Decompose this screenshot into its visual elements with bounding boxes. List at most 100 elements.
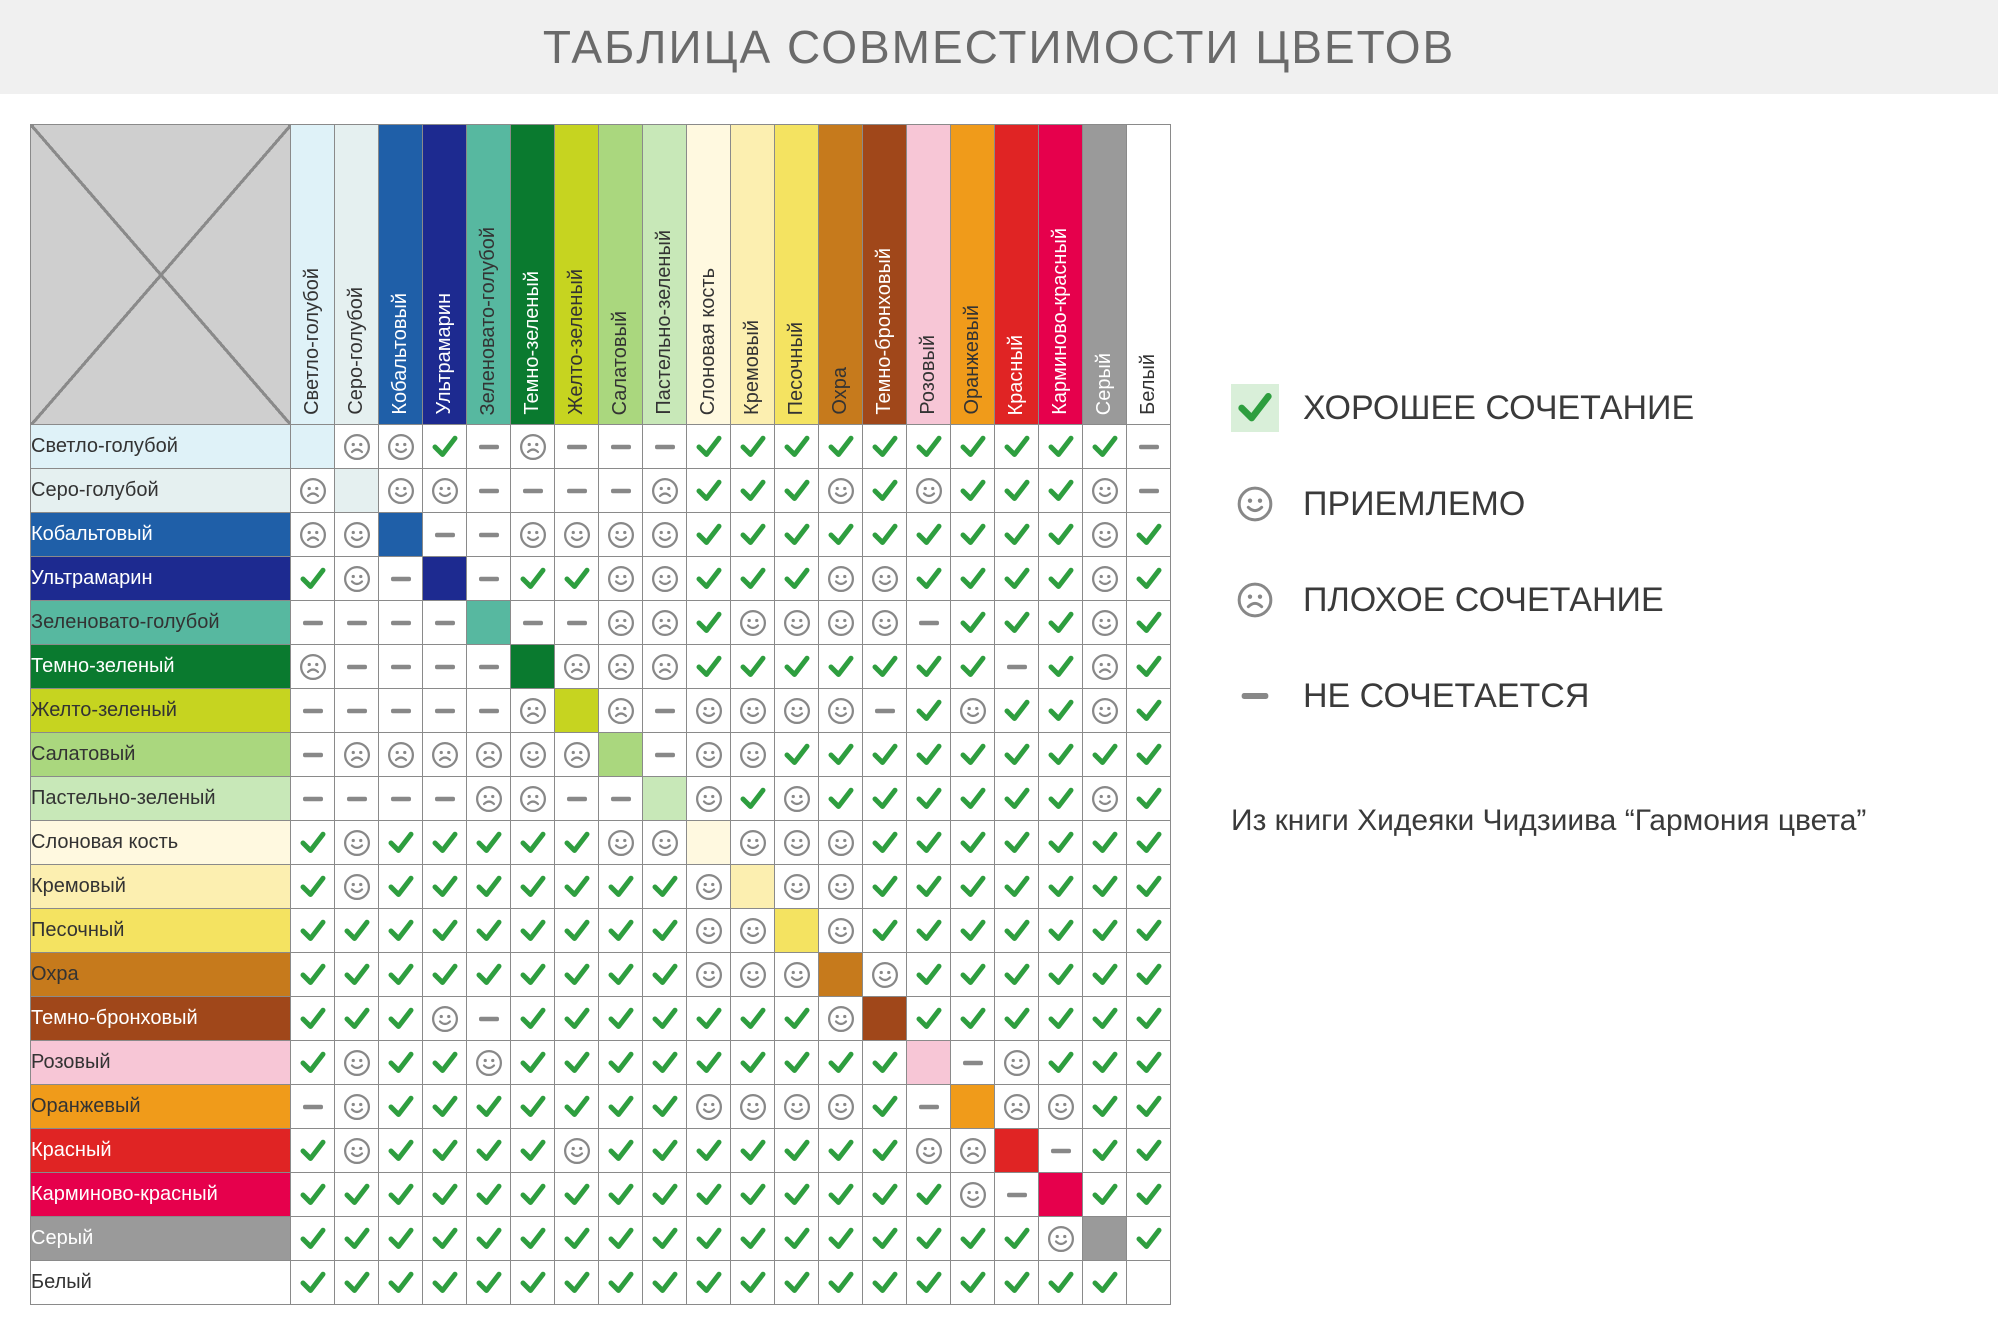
compat-cell [379, 909, 423, 953]
check-icon [379, 1085, 422, 1128]
compat-cell [687, 997, 731, 1041]
compat-cell [379, 557, 423, 601]
compat-cell [467, 821, 511, 865]
frown-icon [555, 645, 598, 688]
dash-icon [907, 601, 950, 644]
check-icon [379, 1129, 422, 1172]
compat-cell [907, 1085, 951, 1129]
compat-cell [335, 425, 379, 469]
check-icon [731, 513, 774, 556]
check-icon [907, 425, 950, 468]
check-icon [379, 997, 422, 1040]
check-icon [951, 1217, 994, 1260]
compat-cell [731, 777, 775, 821]
compat-cell [995, 557, 1039, 601]
compat-cell [423, 1129, 467, 1173]
column-header: Светло-голубой [291, 125, 335, 425]
column-header-label: Желто-зеленый [565, 265, 588, 419]
dash-icon [511, 601, 554, 644]
compat-cell [599, 909, 643, 953]
row-header: Пастельно-зеленый [31, 777, 291, 821]
row-header: Слоновая кость [31, 821, 291, 865]
smile-icon [731, 821, 774, 864]
compat-cell [1083, 689, 1127, 733]
check-icon [687, 645, 730, 688]
dash-icon [467, 469, 510, 512]
compat-cell [511, 689, 555, 733]
compat-cell [1039, 777, 1083, 821]
compat-cell [643, 909, 687, 953]
compat-cell [731, 909, 775, 953]
compat-cell [907, 1261, 951, 1305]
check-icon [643, 1261, 686, 1304]
frown-icon [951, 1129, 994, 1172]
compat-cell [423, 821, 467, 865]
compat-cell [951, 469, 995, 513]
check-icon [1039, 469, 1082, 512]
check-icon [995, 689, 1038, 732]
compat-cell [1083, 953, 1127, 997]
smile-icon [687, 733, 730, 776]
row-header: Ультрамарин [31, 557, 291, 601]
smile-icon [1039, 1085, 1082, 1128]
check-icon [511, 1217, 554, 1260]
compat-cell [599, 645, 643, 689]
compat-cell [687, 513, 731, 557]
compat-cell [819, 1085, 863, 1129]
check-icon [1039, 953, 1082, 996]
smile-icon [775, 601, 818, 644]
check-icon [995, 733, 1038, 776]
check-icon [687, 997, 730, 1040]
compat-cell [1083, 425, 1127, 469]
compat-cell [467, 953, 511, 997]
check-icon [467, 865, 510, 908]
dash-icon [555, 425, 598, 468]
compat-cell [951, 557, 995, 601]
check-icon [775, 425, 818, 468]
compat-cell [951, 1217, 995, 1261]
compat-cell [995, 1173, 1039, 1217]
check-icon [1127, 601, 1170, 644]
compat-cell [1039, 1217, 1083, 1261]
compat-cell [555, 821, 599, 865]
compat-cell [1083, 469, 1127, 513]
check-icon [819, 733, 862, 776]
check-icon [863, 733, 906, 776]
compat-cell [335, 1041, 379, 1085]
check-icon [1083, 1129, 1126, 1172]
dash-icon [1039, 1129, 1082, 1172]
check-icon [1039, 821, 1082, 864]
check-icon [863, 909, 906, 952]
compat-cell [423, 777, 467, 821]
dash-icon [379, 777, 422, 820]
frown-icon [643, 645, 686, 688]
compat-cell [467, 997, 511, 1041]
check-icon [731, 1261, 774, 1304]
check-icon [1127, 1085, 1170, 1128]
compat-cell [335, 645, 379, 689]
compat-cell [863, 821, 907, 865]
check-icon [687, 1129, 730, 1172]
compat-cell [951, 601, 995, 645]
compat-cell [291, 909, 335, 953]
legend-label: ПЛОХОЕ СОЧЕТАНИЕ [1303, 581, 1664, 620]
smile-icon [819, 1085, 862, 1128]
compat-cell [467, 601, 511, 645]
compat-cell [379, 821, 423, 865]
compat-cell [335, 601, 379, 645]
frown-icon [335, 425, 378, 468]
compat-cell [1083, 1173, 1127, 1217]
compat-cell [907, 777, 951, 821]
check-icon [511, 1261, 554, 1304]
compat-cell [1127, 909, 1171, 953]
check-icon [863, 1129, 906, 1172]
compat-cell [775, 909, 819, 953]
compat-cell [951, 821, 995, 865]
compat-cell [643, 425, 687, 469]
check-icon [995, 513, 1038, 556]
smile-icon [907, 1129, 950, 1172]
compat-cell [1039, 1173, 1083, 1217]
compat-cell [863, 1041, 907, 1085]
compat-cell [951, 733, 995, 777]
frown-icon [335, 733, 378, 776]
